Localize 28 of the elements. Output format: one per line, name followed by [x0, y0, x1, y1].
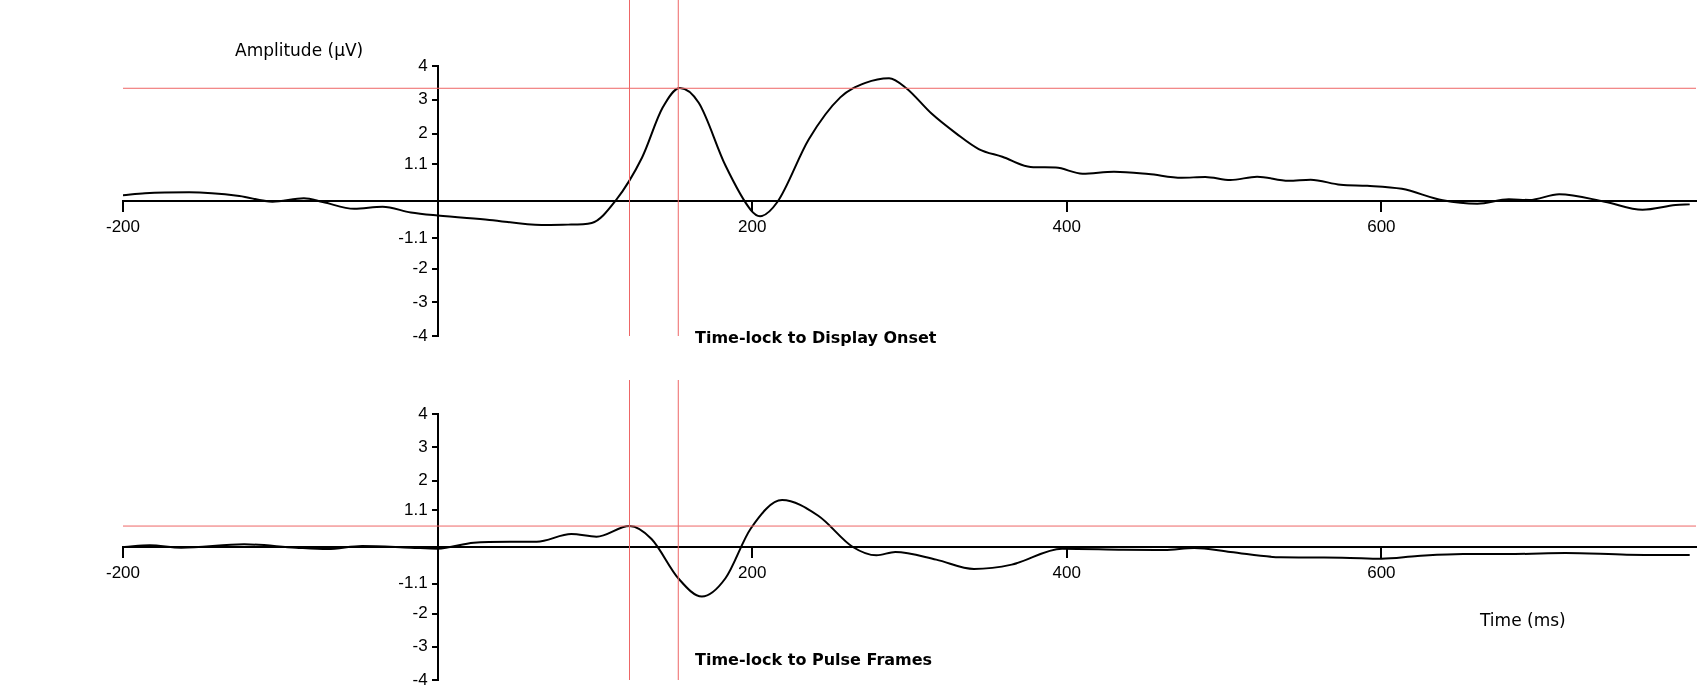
y-tick-label: -1.1: [398, 227, 428, 247]
y-tick-label: 1.1: [403, 500, 428, 520]
y-tick-label: -3: [412, 291, 428, 311]
x-tick-label: -200: [105, 562, 141, 582]
y-tick-label: 4: [418, 55, 428, 75]
y-tick-label: 2: [418, 470, 428, 490]
x-tick-label: 200: [738, 216, 767, 236]
y-tick-label: 2: [418, 123, 428, 143]
y-tick-label: 1.1: [403, 153, 428, 173]
x-tick-label: 200: [738, 562, 767, 582]
y-tick-label: -2: [412, 603, 428, 623]
x-tick-label: 600: [1367, 562, 1396, 582]
x-axis-title: Time (ms): [1480, 610, 1566, 630]
y-tick-label: -1.1: [398, 573, 428, 593]
y-axis-title: Amplitude (µV): [235, 40, 364, 60]
x-tick-label: -200: [105, 216, 141, 236]
x-tick-label: 400: [1052, 562, 1081, 582]
x-tick-label: 600: [1367, 216, 1396, 236]
text: Time-lock to Display Onset: [695, 328, 937, 347]
y-tick-label: 3: [418, 89, 428, 109]
y-tick-label: -2: [412, 258, 428, 278]
y-tick-label: -4: [412, 669, 428, 688]
y-tick-label: -3: [412, 636, 428, 656]
y-tick-label: -4: [412, 325, 428, 345]
y-tick-label: 3: [418, 436, 428, 456]
text: Time-lock to Pulse Frames: [695, 650, 933, 669]
y-tick-label: 4: [418, 403, 428, 423]
x-tick-label: 400: [1052, 216, 1081, 236]
